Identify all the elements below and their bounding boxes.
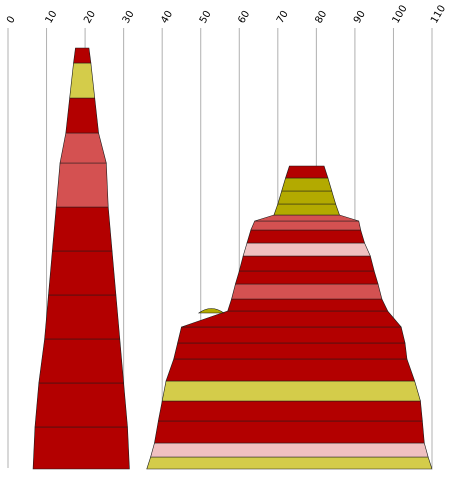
right-stack-band-19 <box>277 190 337 205</box>
right-stack-band-1 <box>146 456 433 470</box>
right-stack <box>146 165 433 470</box>
x-axis-tick-labels: 0 10 20 30 40 50 60 70 80 90 100 110 <box>5 3 448 25</box>
left-stack-band-9 <box>65 97 99 134</box>
right-stack-band-20 <box>281 177 333 192</box>
right-stack-band-10 <box>227 298 389 312</box>
x-tick-label-30: 30 <box>121 9 137 26</box>
right-stack-band-17 <box>254 214 359 222</box>
right-stack-band-2 <box>150 442 429 458</box>
x-tick-label-50: 50 <box>198 9 214 26</box>
right-stack-band-13 <box>238 255 375 272</box>
left-stack-band-6 <box>51 206 113 252</box>
right-stack-band-21 <box>285 165 329 179</box>
right-stack-band-5 <box>161 380 421 402</box>
x-tick-label-80: 80 <box>313 9 329 26</box>
right-stack-band-8 <box>177 326 406 344</box>
left-stack-band-5 <box>48 250 117 296</box>
x-tick-label-10: 10 <box>44 9 60 26</box>
right-stack-band-4 <box>157 400 423 422</box>
right-stack-band-16 <box>250 220 362 231</box>
x-tick-label-60: 60 <box>236 9 252 26</box>
left-stack <box>32 47 130 470</box>
x-tick-label-70: 70 <box>275 9 291 26</box>
x-tick-label-0: 0 <box>5 14 18 25</box>
right-stack-band-12 <box>235 270 379 285</box>
right-stack-shoulder-cap <box>197 308 225 314</box>
right-stack-band-14 <box>242 242 371 257</box>
left-stack-band-1 <box>32 426 130 470</box>
left-stack-band-8 <box>59 132 107 164</box>
right-stack-band-9 <box>181 310 402 328</box>
left-stack-band-4 <box>44 294 121 340</box>
x-tick-label-100: 100 <box>391 3 410 25</box>
left-stack-band-11 <box>73 47 92 64</box>
shape-stacks <box>32 47 433 470</box>
right-stack-band-18 <box>273 203 340 216</box>
x-tick-label-20: 20 <box>82 9 98 26</box>
x-tick-label-40: 40 <box>159 9 175 26</box>
right-stack-band-6 <box>165 358 416 382</box>
right-stack-band-7 <box>173 342 408 360</box>
right-stack-band-3 <box>154 420 425 444</box>
left-stack-band-3 <box>38 338 124 384</box>
left-stack-band-2 <box>34 382 128 428</box>
left-stack-band-10 <box>69 62 96 99</box>
x-tick-label-110: 110 <box>429 3 448 25</box>
x-tick-label-90: 90 <box>352 9 368 26</box>
right-stack-band-11 <box>231 283 383 300</box>
right-stack-band-15 <box>246 229 365 244</box>
left-stack-band-7 <box>55 162 109 208</box>
